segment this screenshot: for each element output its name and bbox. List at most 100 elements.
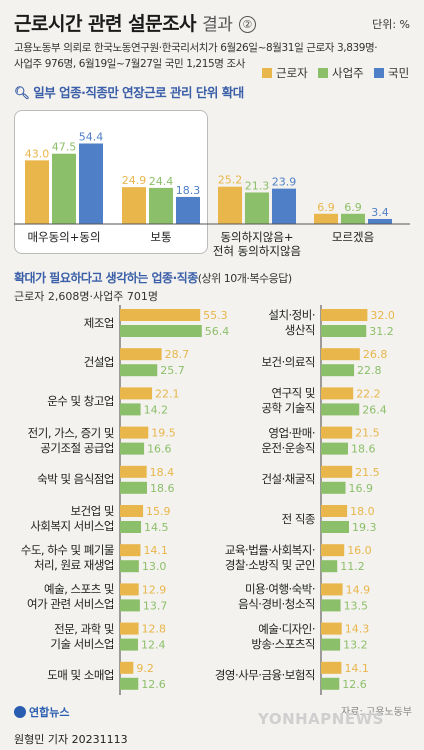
yonhap-logo: 연합뉴스 [14,704,69,720]
data-label: 14.2 [144,403,169,416]
bar [321,560,338,573]
data-label: 11.2 [340,560,365,573]
bar [120,583,139,596]
data-source: 자료: 고용노동부 [341,707,412,718]
data-label: 12.8 [142,623,167,636]
title-main: 근로시간 관련 설문조사 [14,13,197,35]
category-label: 전문, 과학 및 기술 서비스업 [50,621,114,651]
section2-note: (상위 10개·복수응답) [197,272,292,285]
bar [321,677,340,690]
data-label: 55.3 [203,309,228,322]
data-label: 21.3 [245,179,270,192]
legend-item-employer: 사업주 [318,65,364,81]
bar [314,213,338,224]
data-label: 18.3 [176,184,201,197]
bar [120,403,141,416]
bar [120,544,141,557]
title-suffix: 결과 [202,15,233,35]
bar [341,213,365,224]
data-label: 16.0 [347,544,372,557]
data-label: 22.2 [356,387,381,400]
category-label: 전혀 동의하지않음 [213,244,301,258]
data-label: 18.4 [150,466,175,479]
category-label: 연구직 및 공학 기술직 [261,386,315,416]
bar [321,505,348,517]
data-label: 26.8 [363,348,388,361]
data-label: 12.9 [142,583,167,596]
category-label: 미용·여행·숙박· 음식·경비·청소직 [238,582,315,612]
category-label: 보건·의료직 [261,354,315,369]
category-label: 예술, 스포츠 및 여가 관련 서비스업 [27,582,114,612]
data-label: 28.7 [165,348,190,361]
bar [321,599,341,612]
bar [321,544,345,557]
magnifier-icon: 🔍︎ [14,85,30,100]
bar [321,661,342,674]
category-label: 숙박 및 음식점업 [37,472,114,487]
legend-label-public: 국민 [388,66,410,80]
data-label: 14.3 [345,623,370,636]
bar [120,661,134,674]
bar [120,364,158,377]
section1-title: 🔍︎ 일부 업종·직종만 연장근로 관리 단위 확대 [14,82,244,101]
bar [120,309,201,321]
data-label: 3.4 [371,206,389,219]
data-label: 19.5 [151,427,176,440]
bar [321,348,360,361]
bar [149,187,173,224]
data-label: 13.5 [344,599,369,612]
bar [321,364,355,377]
data-label: 18.6 [150,482,175,495]
data-label: 13.0 [142,560,167,573]
category-label: 교육·법률·사회복지· 경찰·소방직 및 군인 [224,543,316,573]
bar [79,143,103,224]
category-label: 경영·사무·금융·보험직 [214,668,316,683]
bar [120,348,162,361]
bar [321,481,346,494]
category-label: 도매 및 소매업 [47,668,114,683]
bar [245,192,269,224]
legend-swatch-public [374,68,384,78]
section2-title: 확대가 필요하다고 생각하는 업종·직종(상위 10개·복수응답) [14,269,292,286]
data-label: 21.5 [355,427,380,440]
category-label: 보건업 및 사회복지 서비스업 [30,504,114,533]
section1-title-text: 일부 업종·직종만 연장근로 관리 단위 확대 [33,85,244,100]
data-label: 26.4 [362,403,387,416]
data-label: 14.5 [144,521,169,534]
legend-swatch-employer [318,68,328,78]
legend-item-public: 국민 [374,65,409,81]
data-label: 13.7 [143,599,168,612]
watermark: YONHAPNEWS [258,710,384,728]
category-label: 전기, 가스, 증기 및 공기조절 공급업 [27,425,115,455]
bar [368,218,392,224]
bar [120,677,139,690]
data-label: 47.5 [52,141,77,154]
data-label: 18.6 [351,443,376,456]
bar [321,387,354,400]
bar [218,186,242,224]
data-label: 54.4 [79,130,104,143]
bar [321,583,343,596]
data-label: 6.9 [317,201,335,214]
legend-swatch-worker [262,68,272,78]
category-label: 수도, 하수 및 폐기물 처리, 원료 재생업 [20,543,115,573]
credit-line: 원형민 기자 20231113 [14,733,128,746]
data-label: 16.9 [349,482,374,495]
data-label: 18.0 [350,505,375,518]
data-label: 13.2 [343,639,368,652]
data-label: 22.8 [357,364,382,377]
data-label: 14.1 [344,662,369,675]
category-label: 보통 [150,230,171,244]
bar [321,622,342,635]
data-label: 15.9 [146,505,171,518]
unit-label: 단위: % [372,18,410,31]
legend-label-worker: 근로자 [276,66,308,80]
section2-subtitle: 근로자 2,608명·사업주 701명 [14,290,158,303]
bar [272,188,296,224]
yonhap-logo-text: 연합뉴스 [29,706,70,719]
bar [120,481,147,494]
data-label: 14.9 [346,583,371,596]
bar [120,599,140,612]
bar [321,403,360,416]
